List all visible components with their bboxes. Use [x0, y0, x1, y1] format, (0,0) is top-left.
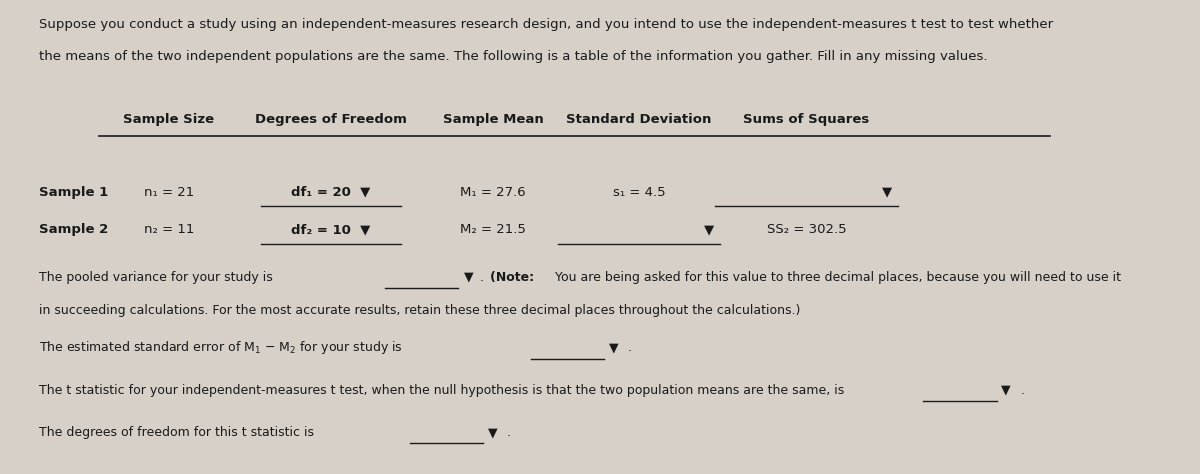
Text: The estimated standard error of M$_1$ $-$ M$_2$ for your study is: The estimated standard error of M$_1$ $-…	[40, 339, 403, 356]
Text: ▼: ▼	[608, 341, 618, 354]
Text: The t statistic for your independent-measures t test, when the null hypothesis i: The t statistic for your independent-mea…	[40, 383, 848, 397]
Text: df₁ = 20  ▼: df₁ = 20 ▼	[292, 186, 371, 199]
Text: ▼: ▼	[464, 271, 474, 283]
Text: The degrees of freedom for this t statistic is: The degrees of freedom for this t statis…	[40, 426, 318, 439]
Text: ▼: ▼	[882, 186, 893, 199]
Text: M₂ = 21.5: M₂ = 21.5	[460, 223, 526, 237]
Text: .: .	[628, 341, 632, 354]
Text: .: .	[480, 271, 488, 283]
Text: ▼: ▼	[487, 426, 497, 439]
Text: Sample 1: Sample 1	[40, 186, 108, 199]
Text: (Note:: (Note:	[490, 271, 539, 283]
Text: Degrees of Freedom: Degrees of Freedom	[256, 113, 407, 126]
Text: .: .	[508, 426, 511, 439]
Text: .: .	[1020, 383, 1025, 397]
Text: Standard Deviation: Standard Deviation	[566, 113, 712, 126]
Text: n₁ = 21: n₁ = 21	[144, 186, 194, 199]
Text: Sample Mean: Sample Mean	[443, 113, 544, 126]
Text: the means of the two independent populations are the same. The following is a ta: the means of the two independent populat…	[40, 50, 988, 63]
Text: SS₂ = 302.5: SS₂ = 302.5	[767, 223, 846, 237]
Text: The pooled variance for your study is: The pooled variance for your study is	[40, 271, 277, 283]
Text: ▼: ▼	[704, 223, 714, 237]
Text: s₁ = 4.5: s₁ = 4.5	[612, 186, 665, 199]
Text: Sample Size: Sample Size	[124, 113, 215, 126]
Text: ▼: ▼	[1001, 383, 1010, 397]
Text: Sample 2: Sample 2	[40, 223, 108, 237]
Text: You are being asked for this value to three decimal places, because you will nee: You are being asked for this value to th…	[554, 271, 1121, 283]
Text: Suppose you conduct a study using an independent-measures research design, and y: Suppose you conduct a study using an ind…	[40, 18, 1054, 31]
Text: Sums of Squares: Sums of Squares	[743, 113, 870, 126]
Text: df₂ = 10  ▼: df₂ = 10 ▼	[292, 223, 371, 237]
Text: n₂ = 11: n₂ = 11	[144, 223, 194, 237]
Text: in succeeding calculations. For the most accurate results, retain these three de: in succeeding calculations. For the most…	[40, 304, 800, 318]
Text: M₁ = 27.6: M₁ = 27.6	[461, 186, 526, 199]
